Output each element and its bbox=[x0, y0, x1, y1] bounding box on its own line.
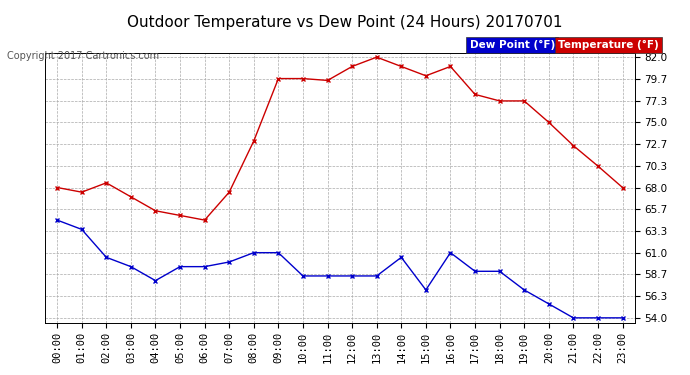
Text: Temperature (°F): Temperature (°F) bbox=[558, 40, 659, 50]
Text: Outdoor Temperature vs Dew Point (24 Hours) 20170701: Outdoor Temperature vs Dew Point (24 Hou… bbox=[127, 15, 563, 30]
Text: Dew Point (°F): Dew Point (°F) bbox=[470, 40, 555, 50]
Text: Copyright 2017 Cartronics.com: Copyright 2017 Cartronics.com bbox=[7, 51, 159, 61]
